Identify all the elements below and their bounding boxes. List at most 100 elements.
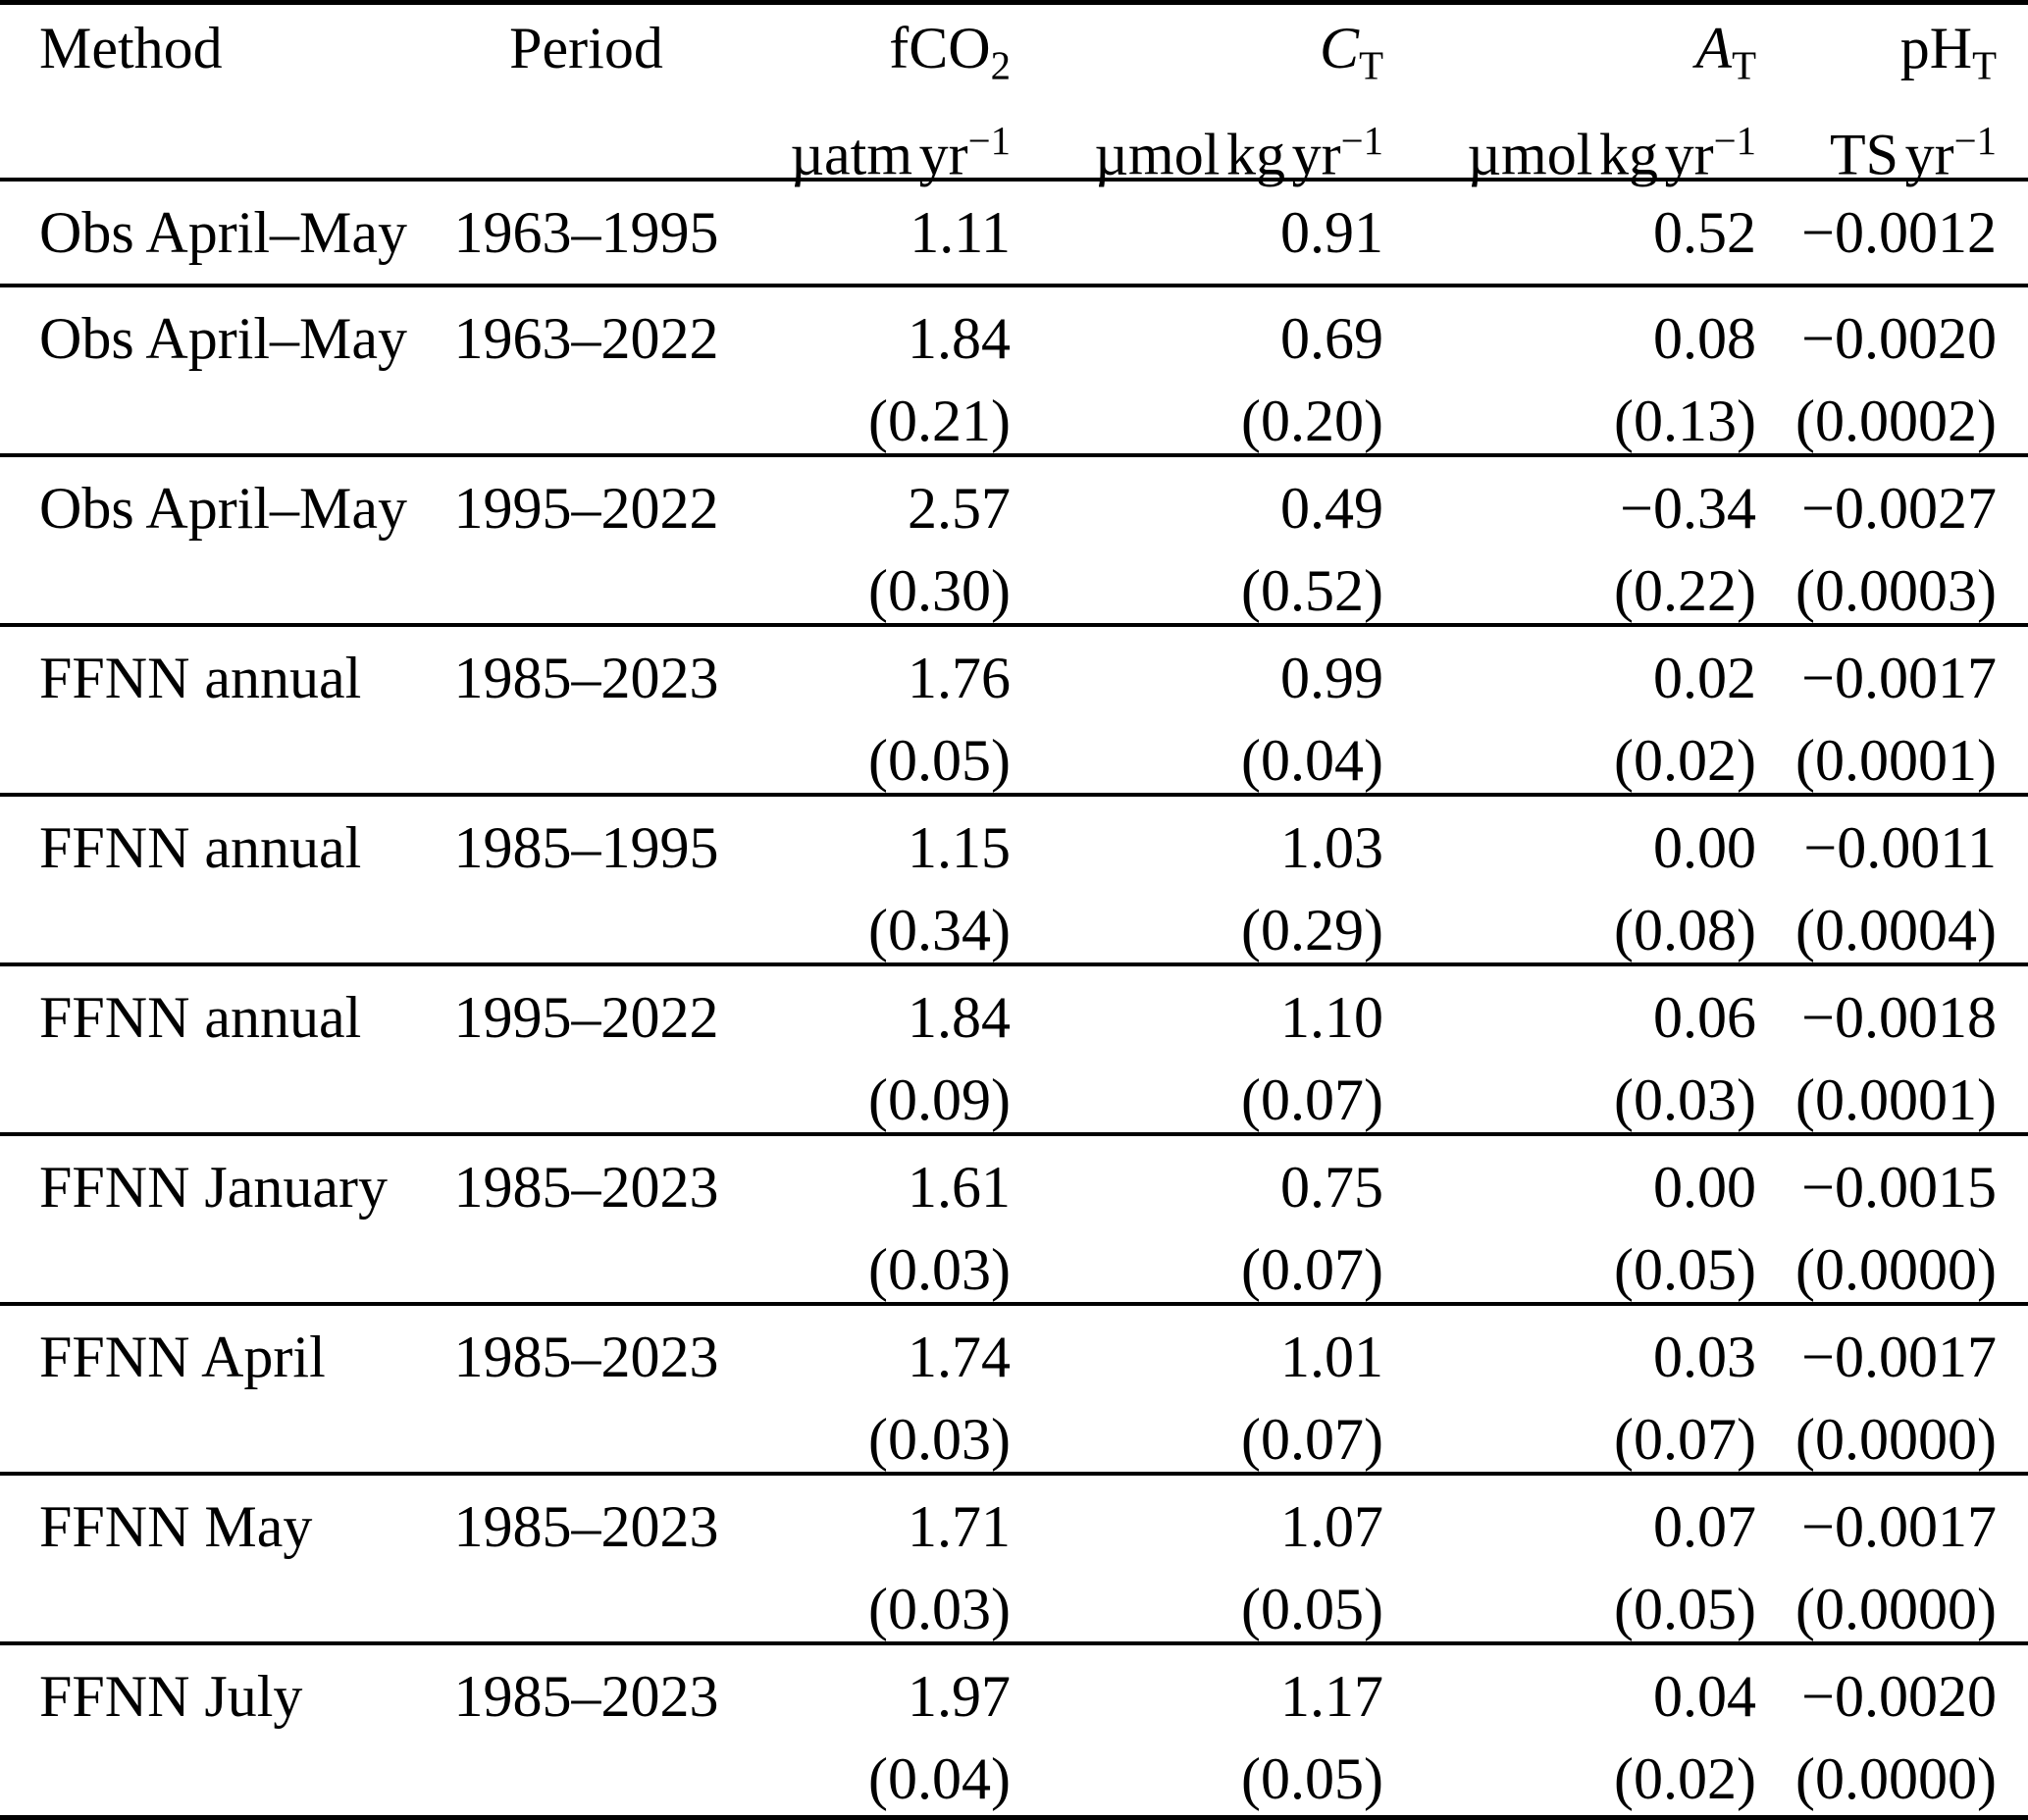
at-cell: 0.04 (0.02) bbox=[1383, 1645, 1756, 1820]
cell-uncertainty: (0.0002) bbox=[1795, 389, 1997, 453]
cell-uncertainty: (0.02) bbox=[1614, 728, 1756, 793]
cell-uncertainty: (0.03) bbox=[868, 1577, 1011, 1641]
table-row: FFNN May 1985–2023 1.71 (0.03) 1.07 (0.05)… bbox=[0, 1476, 2028, 1645]
period-value: 1985–1995 bbox=[453, 815, 719, 880]
pht-cell: −0.0017 (0.0000) bbox=[1756, 1306, 1997, 1481]
at-cell: 0.00 (0.05) bbox=[1383, 1136, 1756, 1311]
ct-cell: 1.07 (0.05) bbox=[1011, 1476, 1383, 1650]
period-value: 1985–2023 bbox=[453, 1325, 719, 1389]
cell-value: 0.03 bbox=[1653, 1325, 1756, 1389]
cell-value: −0.0020 bbox=[1801, 1664, 1997, 1729]
period-value: 1963–1995 bbox=[453, 200, 719, 265]
cell-value: −0.0012 bbox=[1801, 200, 1997, 265]
cell-uncertainty: (0.03) bbox=[868, 1407, 1011, 1472]
method-value: FFNN May bbox=[39, 1494, 313, 1559]
method-cell: FFNN April bbox=[39, 1306, 446, 1481]
fco2-cell: 1.97 (0.04) bbox=[726, 1645, 1011, 1820]
fco2-cell: 1.84 (0.09) bbox=[726, 966, 1011, 1141]
label-subscript: T bbox=[1972, 43, 1997, 88]
cell-uncertainty: (0.21) bbox=[868, 389, 1011, 453]
cell-value: −0.0017 bbox=[1801, 1325, 1997, 1389]
period-value: 1985–2023 bbox=[453, 1155, 719, 1220]
table-row: Obs April–May 1963–2022 1.84 (0.21) 0.69 (… bbox=[0, 287, 2028, 457]
unit-superscript: −1 bbox=[1713, 119, 1756, 164]
cell-uncertainty: (0.0000) bbox=[1795, 1577, 1997, 1641]
method-value: FFNN July bbox=[39, 1664, 303, 1729]
cell-uncertainty: (0.30) bbox=[868, 558, 1011, 623]
unit-superscript: −1 bbox=[1340, 119, 1383, 164]
period-cell: 1963–1995 bbox=[446, 182, 726, 284]
method-cell: Obs April–May bbox=[39, 457, 446, 632]
cell-uncertainty: (0.0000) bbox=[1795, 1746, 1997, 1811]
period-cell: 1985–2023 bbox=[446, 1645, 726, 1820]
cell-value: 0.08 bbox=[1653, 306, 1756, 371]
method-value: Obs April–May bbox=[39, 200, 407, 265]
fco2-cell: 2.57 (0.30) bbox=[726, 457, 1011, 632]
cell-uncertainty: (0.20) bbox=[1241, 389, 1383, 453]
period-value: 1985–2023 bbox=[453, 646, 719, 710]
cell-value: −0.0017 bbox=[1801, 1494, 1997, 1559]
pht-cell: −0.0012 bbox=[1756, 182, 1997, 284]
fco2-cell: 1.74 (0.03) bbox=[726, 1306, 1011, 1481]
column-label: pHT bbox=[1899, 16, 1997, 88]
cell-value: −0.0027 bbox=[1801, 476, 1997, 541]
at-cell: 0.07 (0.05) bbox=[1383, 1476, 1756, 1650]
table-row: FFNN April 1985–2023 1.74 (0.03) 1.01 (0.0… bbox=[0, 1306, 2028, 1476]
cell-uncertainty: (0.05) bbox=[1241, 1746, 1383, 1811]
period-cell: 1963–2022 bbox=[446, 287, 726, 462]
column-header: Method bbox=[39, 5, 446, 193]
period-value: 1985–2023 bbox=[453, 1494, 719, 1559]
column-header: fCO2 µatm yr−1 bbox=[726, 5, 1011, 193]
column-label: AT bbox=[1695, 16, 1756, 88]
fco2-cell: 1.11 bbox=[726, 182, 1011, 284]
cell-value: 0.00 bbox=[1653, 815, 1756, 880]
cell-uncertainty: (0.0001) bbox=[1795, 1067, 1997, 1132]
cell-value: 1.11 bbox=[910, 200, 1011, 265]
method-value: Obs April–May bbox=[39, 476, 407, 541]
cell-value: 0.52 bbox=[1653, 200, 1756, 265]
cell-uncertainty: (0.52) bbox=[1241, 558, 1383, 623]
cell-value: 1.74 bbox=[908, 1325, 1011, 1389]
pht-cell: −0.0011 (0.0004) bbox=[1756, 797, 1997, 971]
at-cell: 0.08 (0.13) bbox=[1383, 287, 1756, 462]
cell-value: 1.15 bbox=[908, 815, 1011, 880]
pht-cell: −0.0020 (0.0000) bbox=[1756, 1645, 1997, 1820]
period-cell: 1985–2023 bbox=[446, 627, 726, 802]
method-cell: FFNN annual bbox=[39, 627, 446, 802]
cell-value: 0.00 bbox=[1653, 1155, 1756, 1220]
cell-value: 0.49 bbox=[1280, 476, 1383, 541]
ct-cell: 0.91 bbox=[1011, 182, 1383, 284]
period-cell: 1995–2022 bbox=[446, 457, 726, 632]
column-label: fCO2 bbox=[889, 16, 1011, 88]
pht-cell: −0.0027 (0.0003) bbox=[1756, 457, 1997, 632]
method-value: FFNN annual bbox=[39, 815, 362, 880]
cell-value: 1.10 bbox=[1280, 985, 1383, 1050]
cell-uncertainty: (0.07) bbox=[1241, 1237, 1383, 1302]
cell-uncertainty: (0.34) bbox=[868, 898, 1011, 962]
unit-superscript: −1 bbox=[1953, 119, 1997, 164]
cell-value: 0.69 bbox=[1280, 306, 1383, 371]
cell-uncertainty: (0.08) bbox=[1614, 898, 1756, 962]
cell-value: −0.34 bbox=[1620, 476, 1756, 541]
table-row: FFNN July 1985–2023 1.97 (0.04) 1.17 (0.05… bbox=[0, 1645, 2028, 1815]
cell-uncertainty: (0.05) bbox=[1241, 1577, 1383, 1641]
ct-cell: 0.69 (0.20) bbox=[1011, 287, 1383, 462]
cell-uncertainty: (0.07) bbox=[1241, 1407, 1383, 1472]
table-row: Obs April–May 1963–1995 1.11 0.91 0.52 −… bbox=[0, 182, 2028, 287]
method-value: Obs April–May bbox=[39, 306, 407, 371]
cell-value: 0.75 bbox=[1280, 1155, 1383, 1220]
cell-uncertainty: (0.04) bbox=[1241, 728, 1383, 793]
unit-superscript: −1 bbox=[967, 119, 1011, 164]
at-cell: −0.34 (0.22) bbox=[1383, 457, 1756, 632]
column-label: Method bbox=[39, 16, 223, 80]
column-unit: µmol kg yr−1 bbox=[1094, 119, 1383, 187]
ct-cell: 0.99 (0.04) bbox=[1011, 627, 1383, 802]
method-cell: FFNN July bbox=[39, 1645, 446, 1820]
method-cell: Obs April–May bbox=[39, 182, 446, 284]
table-row: Obs April–May 1995–2022 2.57 (0.30) 0.49 (… bbox=[0, 457, 2028, 627]
ct-cell: 1.01 (0.07) bbox=[1011, 1306, 1383, 1481]
method-cell: FFNN annual bbox=[39, 966, 446, 1141]
fco2-cell: 1.84 (0.21) bbox=[726, 287, 1011, 462]
cell-uncertainty: (0.05) bbox=[1614, 1237, 1756, 1302]
